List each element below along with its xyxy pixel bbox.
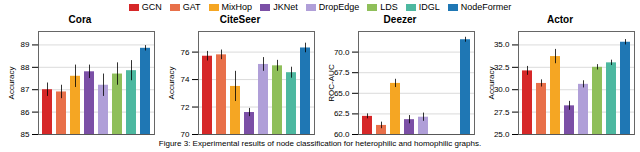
html-text:LDS: LDS — [380, 2, 398, 12]
svg-text:89: 89 — [21, 40, 30, 49]
svg-text:72: 72 — [181, 103, 190, 112]
html-text:JKNet: JKNet — [273, 2, 298, 12]
svg-text:62.5: 62.5 — [334, 109, 350, 118]
svg-text:Accuracy: Accuracy — [487, 67, 496, 100]
html-text:Deezer: Deezer — [383, 14, 417, 25]
svg-text:70: 70 — [181, 130, 190, 138]
html-text:Actor: Actor — [546, 14, 574, 25]
svg-text:88: 88 — [21, 63, 30, 72]
html-text:MixHop: MixHop — [221, 2, 253, 12]
html-text:GCN: GCN — [141, 2, 162, 12]
html-text:Figure 3: Experimental results: Figure 3: Experimental results of node c… — [158, 139, 482, 148]
svg-text:30.0: 30.0 — [494, 85, 510, 94]
svg-text:25.0: 25.0 — [494, 130, 510, 138]
html-text:DropEdge: DropEdge — [318, 2, 360, 12]
svg-text:86: 86 — [21, 108, 30, 117]
svg-text:ROC-AUC: ROC-AUC — [327, 64, 336, 102]
svg-text:Accuracy: Accuracy — [7, 67, 16, 100]
svg-text:87: 87 — [21, 85, 30, 94]
svg-text:Accuracy: Accuracy — [167, 67, 176, 100]
html-text:NodeFormer: NodeFormer — [460, 2, 512, 12]
svg-text:65.0: 65.0 — [334, 89, 350, 98]
html-text:Cora: Cora — [68, 14, 92, 25]
svg-text:70.0: 70.0 — [334, 48, 350, 57]
svg-text:74: 74 — [181, 75, 190, 84]
svg-text:32.5: 32.5 — [494, 63, 510, 72]
svg-text:67.5: 67.5 — [334, 68, 350, 77]
html-text:IDGL: IDGL — [418, 2, 440, 12]
svg-text:35.0: 35.0 — [494, 40, 510, 49]
svg-text:76: 76 — [181, 48, 190, 57]
svg-text:27.5: 27.5 — [494, 108, 510, 117]
html-text:CiteSeer: CiteSeer — [219, 14, 261, 25]
html-text:GAT: GAT — [182, 2, 201, 12]
svg-text:60.0: 60.0 — [334, 130, 350, 138]
svg-text:85: 85 — [21, 130, 30, 138]
